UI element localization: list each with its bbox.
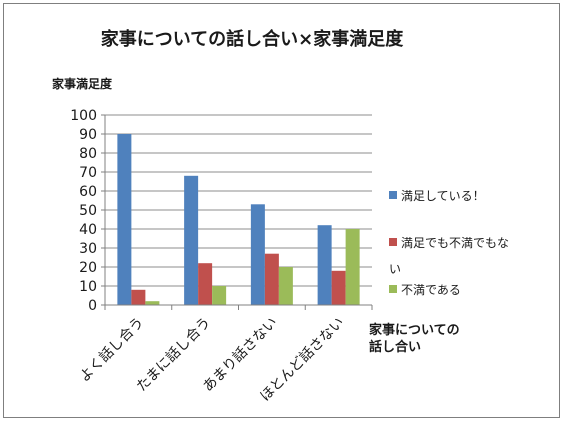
y-tick-label: 0	[88, 298, 97, 314]
y-tick-label: 100	[70, 108, 97, 124]
bars	[117, 134, 360, 305]
legend-swatch-2	[389, 238, 397, 246]
bar-1-3	[250, 204, 265, 305]
bar-2-2	[198, 263, 213, 305]
legend-label-2: い	[389, 262, 401, 276]
bar-2-1	[131, 289, 146, 305]
bar-1-2	[184, 175, 199, 305]
legend-swatch-1	[389, 191, 397, 199]
bar-2-3	[264, 253, 279, 305]
y-tick-label: 60	[79, 184, 97, 200]
x-axis-label: 家事についての 話し合い	[369, 322, 464, 355]
bar-2-4	[331, 270, 346, 305]
bar-3-3	[278, 267, 293, 305]
y-axis-label: 家事満足度	[52, 76, 113, 91]
y-axis-ticks: 0 10 20 30 40 50 60 70 80 90 100	[70, 108, 105, 314]
x-axis-label-line-1: 家事についての	[369, 322, 460, 338]
y-tick-label: 70	[79, 165, 97, 181]
bar-3-1	[145, 301, 160, 305]
legend-label-2: 満足でも不満でもな	[401, 236, 509, 250]
y-tick-label: 40	[79, 222, 97, 238]
chart-title: 家事についての話し合い×家事満足度	[101, 28, 405, 50]
gridlines	[105, 114, 372, 287]
bar-1-1	[117, 134, 132, 305]
y-tick-label: 30	[79, 241, 97, 257]
y-tick-label: 10	[79, 279, 97, 295]
y-tick-label: 20	[79, 260, 97, 276]
y-tick-label: 80	[79, 146, 97, 162]
legend-label-1: 満足している！	[401, 189, 485, 203]
y-tick-label: 50	[79, 203, 97, 219]
bar-3-2	[212, 286, 227, 305]
y-tick-label: 90	[79, 127, 97, 143]
bar-1-4	[317, 225, 332, 305]
bar-3-4	[345, 229, 360, 305]
legend-swatch-3	[389, 285, 397, 293]
legend-label-3: 不満である	[401, 283, 461, 297]
x-axis-label-line-2: 話し合い	[369, 339, 421, 355]
